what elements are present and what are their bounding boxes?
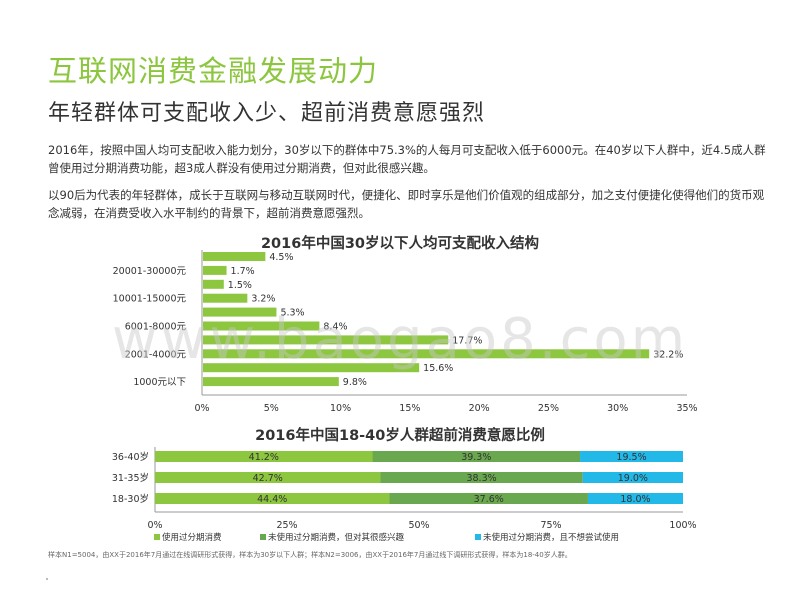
stack-segment-label: 19.0%: [618, 473, 648, 484]
stack-x-tick: 75%: [540, 520, 561, 531]
stack-segment: [582, 472, 683, 483]
decorative-dot: [46, 578, 48, 580]
income-bar-label: 1.5%: [228, 280, 252, 291]
stack-segment: [155, 472, 381, 483]
stack-category-label: 31-35岁: [112, 472, 149, 484]
stack-legend-swatch: [475, 534, 481, 540]
stack-legend-label: 未使用过分期消费，但对其很感兴趣: [268, 532, 405, 543]
income-bar-label: 4.5%: [269, 252, 293, 263]
income-bar-label: 9.8%: [343, 377, 367, 388]
stack-segment-label: 37.6%: [474, 494, 504, 505]
stack-segment-label: 41.2%: [249, 452, 279, 463]
stack-segment-label: 39.3%: [461, 452, 491, 463]
stack-x-tick: 50%: [408, 520, 429, 531]
stack-legend-label: 未使用过分期消费，且不想尝试使用: [483, 532, 619, 543]
income-bar-label: 3.2%: [251, 294, 275, 305]
stack-segment-label: 18.0%: [620, 494, 650, 505]
income-chart-title: 2016年中国30岁以下人均可支配收入结构: [260, 236, 540, 252]
stack-legend-swatch: [260, 534, 266, 540]
income-bar: [203, 279, 224, 289]
income-bar: [203, 363, 420, 373]
income-bar: [203, 307, 277, 317]
stack-x-tick: 25%: [276, 520, 297, 531]
income-x-tick: 30%: [607, 403, 628, 414]
income-bar-label: 5.3%: [280, 308, 304, 319]
stack-segment: [587, 493, 683, 504]
income-bar: [203, 377, 339, 387]
context-paragraph: 以90后为代表的年轻群体，成长于互联网与移动互联网时代，便捷化、即时享乐是他们价…: [48, 188, 765, 220]
stack-segment: [155, 451, 373, 462]
income-category-label: 2001-4000元: [125, 349, 187, 360]
willingness-chart-title: 2016年中国18-40岁人群超前消费意愿比例: [255, 428, 545, 444]
income-bar: [203, 293, 248, 303]
stack-x-tick: 0%: [147, 520, 162, 531]
stack-segment-label: 42.7%: [253, 473, 283, 484]
stack-segment: [155, 493, 390, 504]
stack-legend-label: 使用过分期消费: [162, 532, 222, 543]
stack-segment-label: 19.5%: [616, 452, 646, 463]
income-x-tick: 0%: [194, 403, 209, 414]
stack-category-label: 36-40岁: [112, 451, 149, 463]
income-category-label: 1000元以下: [133, 377, 186, 388]
income-category-label: 6001-8000元: [125, 322, 187, 333]
stack-segment: [380, 472, 583, 483]
income-bar-label: 1.7%: [231, 266, 255, 277]
stack-segment: [372, 451, 581, 462]
stack-segment-label: 44.4%: [257, 494, 287, 505]
income-category-label: 20001-30000元: [113, 266, 187, 277]
consumption-willingness-chart: 36-40岁 41.2% 39.3% 19.5% 31-35岁 42.7% 38.3% 19.…: [112, 447, 697, 543]
income-bar: [203, 252, 266, 261]
income-bar: [203, 349, 650, 359]
income-bar: [203, 265, 227, 275]
income-x-tick: 10%: [330, 403, 351, 414]
income-bar: [203, 321, 320, 331]
intro-paragraph: 2016年，按照中国人均可支配收入能力划分，30岁以下的群体中75.3%的人每月…: [48, 143, 766, 175]
income-bar-label: 15.6%: [423, 363, 453, 374]
sample-footnote: 样本N1=5004，由XX于2016年7月通过在线调研形式获得，样本为30岁以下…: [48, 551, 572, 559]
stack-category-label: 18-30岁: [112, 493, 149, 505]
income-x-tick: 15%: [399, 403, 420, 414]
income-x-tick: 35%: [676, 403, 697, 414]
stack-segment: [580, 451, 683, 462]
stack-segment: [389, 493, 588, 504]
stack-legend-swatch: [154, 534, 160, 540]
stack-x-tick: 100%: [669, 520, 696, 531]
page-subtitle: 年轻群体可支配收入少、超前消费意愿强烈: [48, 101, 486, 126]
income-x-tick: 5%: [264, 403, 279, 414]
income-bar: [203, 335, 449, 345]
income-x-tick: 25%: [538, 403, 559, 414]
income-structure-chart: 4.5% 1.7% 1.5% 3.2% 5.3% 8.4% 17.7% 32.2% 15.6% 9…: [113, 250, 698, 414]
income-category-label: 10001-15000元: [113, 294, 187, 305]
page-title: 互联网消费金融发展动力: [48, 54, 379, 88]
income-bar-label: 17.7%: [452, 335, 482, 346]
stack-segment-label: 38.3%: [466, 473, 496, 484]
income-bar-label: 8.4%: [323, 322, 347, 333]
income-x-tick: 20%: [469, 403, 490, 414]
income-bar-label: 32.2%: [653, 349, 683, 360]
